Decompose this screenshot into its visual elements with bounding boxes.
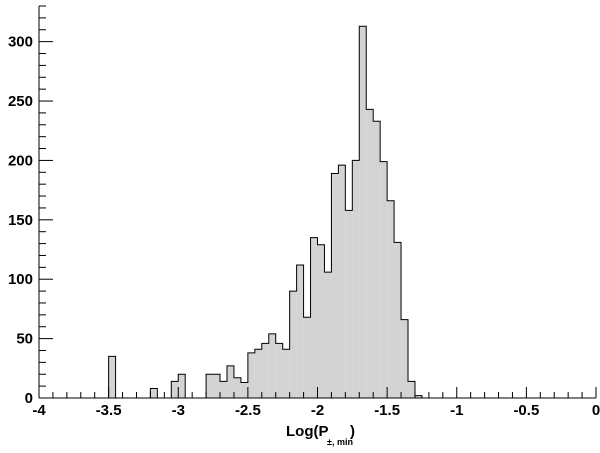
histogram-bin (310, 237, 318, 398)
histogram-bin (247, 352, 255, 398)
histogram-bin (213, 374, 221, 398)
histogram-bin (401, 319, 409, 398)
histogram-bin (317, 244, 325, 398)
histogram-bin (233, 377, 241, 398)
histogram-bin (366, 109, 374, 398)
x-axis-title: Log(P (286, 423, 329, 440)
y-tick-label: 200 (8, 152, 33, 169)
histogram-bin (345, 210, 353, 398)
y-tick-label: 250 (8, 93, 33, 110)
y-tick-label: 100 (8, 271, 33, 288)
x-tick-label: -2 (311, 402, 324, 419)
histogram-bin (108, 356, 116, 398)
y-axis-ticks: 0 50 100 150 200 250 300 (8, 5, 53, 407)
histogram-bin (289, 291, 297, 398)
y-tick-label: 0 (25, 390, 33, 407)
histogram-bin (282, 349, 290, 398)
x-tick-label: 0 (592, 402, 600, 419)
histogram-bin (275, 343, 283, 398)
histogram-bin (359, 26, 367, 398)
histogram-bars (108, 26, 422, 398)
histogram-bin (352, 160, 360, 398)
histogram-bin (331, 173, 339, 398)
x-axis-ticks: -4 -3.5 -3 -2.5 -2 -1.5 -1 -0.5 0 (32, 387, 600, 419)
histogram-bin (394, 242, 402, 398)
x-tick-label: -1 (450, 402, 463, 419)
histogram-bin (373, 121, 381, 398)
x-tick-label: -0.5 (513, 402, 539, 419)
x-tick-label: -2.5 (235, 402, 261, 419)
x-tick-label: -3.5 (96, 402, 122, 419)
histogram-bin (261, 343, 269, 398)
histogram-bin (206, 374, 214, 398)
y-tick-label: 300 (8, 34, 33, 51)
histogram-bin (387, 200, 395, 398)
histogram-bin (226, 365, 234, 398)
x-axis-title-close: ) (350, 423, 355, 440)
histogram-bin (268, 333, 276, 398)
histogram-bin (324, 272, 332, 398)
histogram-bin (220, 381, 227, 398)
x-tick-label: -4 (32, 402, 46, 419)
histogram-bin (408, 381, 415, 398)
histogram-bin (380, 161, 388, 398)
y-tick-label: 50 (16, 331, 33, 348)
x-axis-title-subscript: ±, min (327, 437, 353, 447)
histogram-bin (171, 381, 179, 398)
x-tick-label: -1.5 (374, 402, 400, 419)
x-tick-label: -3 (172, 402, 185, 419)
histogram-bin (254, 349, 262, 398)
y-tick-label: 150 (8, 212, 33, 229)
histogram-bin (338, 165, 346, 398)
histogram-bin (178, 374, 186, 398)
histogram-bin (414, 395, 422, 398)
histogram-bin (150, 388, 158, 398)
histogram-bin (240, 382, 248, 398)
histogram-bin (303, 317, 311, 398)
histogram-bin (296, 264, 304, 398)
